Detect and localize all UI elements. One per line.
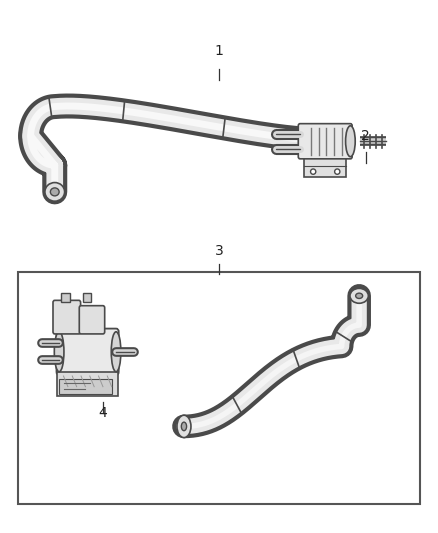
Bar (61, 293, 70, 303)
FancyBboxPatch shape (79, 306, 105, 334)
FancyBboxPatch shape (298, 124, 352, 159)
Text: 3: 3 (215, 244, 223, 257)
Ellipse shape (356, 293, 363, 298)
Ellipse shape (321, 135, 328, 142)
Ellipse shape (311, 169, 316, 174)
Text: 4: 4 (99, 406, 107, 420)
Text: 1: 1 (215, 44, 223, 58)
Ellipse shape (54, 332, 64, 372)
FancyBboxPatch shape (57, 328, 119, 375)
Ellipse shape (50, 188, 59, 196)
Bar (304, 157, 346, 177)
Ellipse shape (350, 288, 368, 303)
Ellipse shape (177, 415, 191, 438)
Bar (59, 379, 112, 394)
Ellipse shape (45, 183, 65, 201)
Bar (57, 372, 118, 395)
FancyBboxPatch shape (53, 301, 81, 334)
Ellipse shape (335, 169, 340, 174)
Text: 2: 2 (361, 129, 370, 143)
Ellipse shape (111, 332, 121, 372)
Ellipse shape (346, 126, 355, 157)
Bar (18, 272, 420, 504)
Ellipse shape (181, 422, 187, 431)
Ellipse shape (316, 130, 332, 147)
Bar (83, 293, 91, 303)
